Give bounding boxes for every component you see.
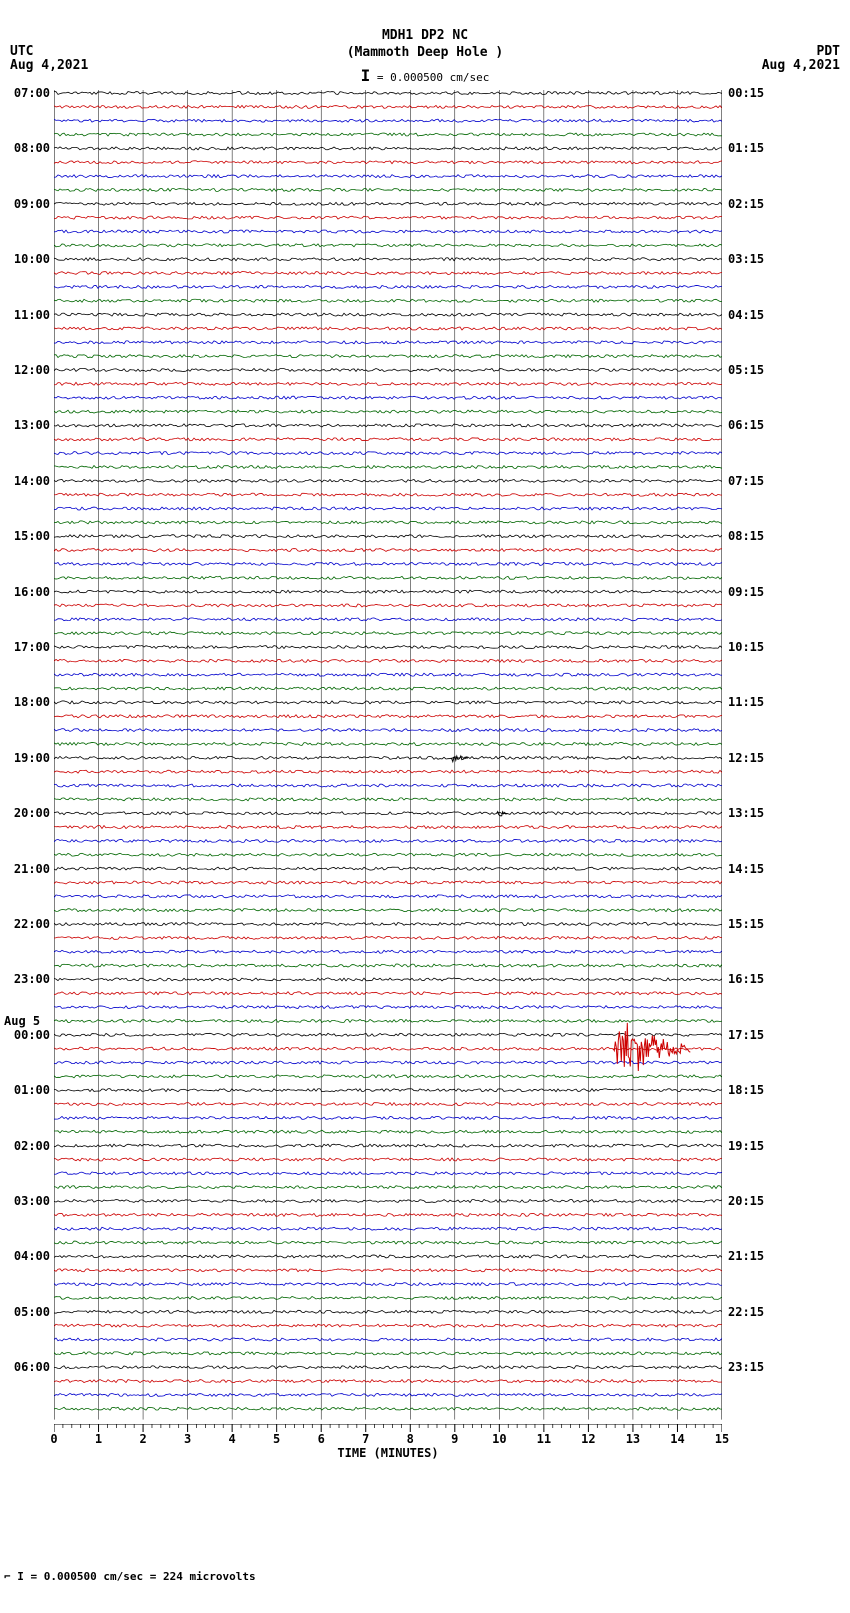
pdt-hour-label: 13:15: [728, 806, 788, 820]
x-tick-label: 9: [445, 1432, 465, 1446]
date-right: Aug 4,2021: [762, 58, 840, 73]
pdt-hour-label: 21:15: [728, 1249, 788, 1263]
utc-hour-label: 08:00: [2, 141, 50, 155]
pdt-hour-label: 11:15: [728, 695, 788, 709]
utc-hour-label: 03:00: [2, 1194, 50, 1208]
scale-text: = 0.000500 cm/sec: [377, 71, 490, 84]
pdt-hour-label: 10:15: [728, 640, 788, 654]
utc-hour-label: 04:00: [2, 1249, 50, 1263]
utc-hour-label: 00:00: [2, 1028, 50, 1042]
utc-hour-label: 02:00: [2, 1139, 50, 1153]
pdt-hour-label: 06:15: [728, 418, 788, 432]
x-tick-label: 12: [578, 1432, 598, 1446]
helicorder-chart: [54, 90, 722, 1426]
tz-right: PDT: [817, 44, 840, 59]
station-code: MDH1 DP2 NC: [0, 28, 850, 45]
pdt-hour-label: 22:15: [728, 1305, 788, 1319]
utc-hour-label: 07:00: [2, 86, 50, 100]
utc-hour-label: 06:00: [2, 1360, 50, 1374]
day-rollover-label: Aug 5: [4, 1014, 54, 1028]
pdt-hour-label: 17:15: [728, 1028, 788, 1042]
utc-hour-label: 18:00: [2, 695, 50, 709]
x-tick-label: 7: [356, 1432, 376, 1446]
x-tick-label: 13: [623, 1432, 643, 1446]
utc-hour-label: 09:00: [2, 197, 50, 211]
footer-scale: ⌐ I = 0.000500 cm/sec = 224 microvolts: [4, 1570, 256, 1583]
x-axis-title: TIME (MINUTES): [288, 1446, 488, 1460]
pdt-hour-label: 02:15: [728, 197, 788, 211]
pdt-hour-label: 08:15: [728, 529, 788, 543]
x-tick-label: 15: [712, 1432, 732, 1446]
header: MDH1 DP2 NC (Mammoth Deep Hole ): [0, 0, 850, 62]
x-tick-label: 3: [178, 1432, 198, 1446]
pdt-hour-label: 04:15: [728, 308, 788, 322]
utc-hour-label: 23:00: [2, 972, 50, 986]
utc-hour-label: 16:00: [2, 585, 50, 599]
utc-hour-label: 14:00: [2, 474, 50, 488]
x-tick-label: 2: [133, 1432, 153, 1446]
pdt-hour-label: 03:15: [728, 252, 788, 266]
pdt-hour-label: 19:15: [728, 1139, 788, 1153]
utc-hour-label: 12:00: [2, 363, 50, 377]
footer-prefix: ⌐ I: [4, 1570, 24, 1583]
pdt-hour-label: 18:15: [728, 1083, 788, 1097]
footer-text: = 0.000500 cm/sec = 224 microvolts: [31, 1570, 256, 1583]
pdt-hour-label: 14:15: [728, 862, 788, 876]
x-tick-label: 5: [267, 1432, 287, 1446]
tz-left: UTC: [10, 44, 33, 59]
plot-area: [54, 90, 722, 1420]
pdt-hour-label: 23:15: [728, 1360, 788, 1374]
x-tick-label: 8: [400, 1432, 420, 1446]
pdt-hour-label: 20:15: [728, 1194, 788, 1208]
x-axis-ticks: [54, 1424, 722, 1444]
utc-hour-label: 20:00: [2, 806, 50, 820]
x-tick-label: 10: [489, 1432, 509, 1446]
pdt-hour-label: 07:15: [728, 474, 788, 488]
pdt-hour-label: 15:15: [728, 917, 788, 931]
utc-hour-label: 21:00: [2, 862, 50, 876]
seismogram-container: UTC Aug 4,2021 PDT Aug 4,2021 MDH1 DP2 N…: [0, 0, 850, 1613]
utc-hour-label: 17:00: [2, 640, 50, 654]
station-name: (Mammoth Deep Hole ): [0, 45, 850, 62]
date-left: Aug 4,2021: [10, 58, 88, 73]
scale-indicator: I = 0.000500 cm/sec: [0, 66, 850, 85]
pdt-hour-label: 05:15: [728, 363, 788, 377]
utc-hour-label: 11:00: [2, 308, 50, 322]
utc-hour-label: 05:00: [2, 1305, 50, 1319]
x-tick-label: 11: [534, 1432, 554, 1446]
x-axis: 0123456789101112131415 TIME (MINUTES): [54, 1424, 722, 1464]
utc-hour-label: 13:00: [2, 418, 50, 432]
utc-hour-label: 19:00: [2, 751, 50, 765]
x-tick-label: 4: [222, 1432, 242, 1446]
x-tick-label: 1: [89, 1432, 109, 1446]
utc-hour-label: 22:00: [2, 917, 50, 931]
utc-hour-label: 01:00: [2, 1083, 50, 1097]
pdt-hour-label: 00:15: [728, 86, 788, 100]
pdt-hour-label: 12:15: [728, 751, 788, 765]
x-tick-label: 14: [667, 1432, 687, 1446]
x-tick-label: 0: [44, 1432, 64, 1446]
utc-hour-label: 15:00: [2, 529, 50, 543]
pdt-hour-label: 01:15: [728, 141, 788, 155]
utc-hour-label: 10:00: [2, 252, 50, 266]
pdt-hour-label: 09:15: [728, 585, 788, 599]
x-tick-label: 6: [311, 1432, 331, 1446]
pdt-hour-label: 16:15: [728, 972, 788, 986]
